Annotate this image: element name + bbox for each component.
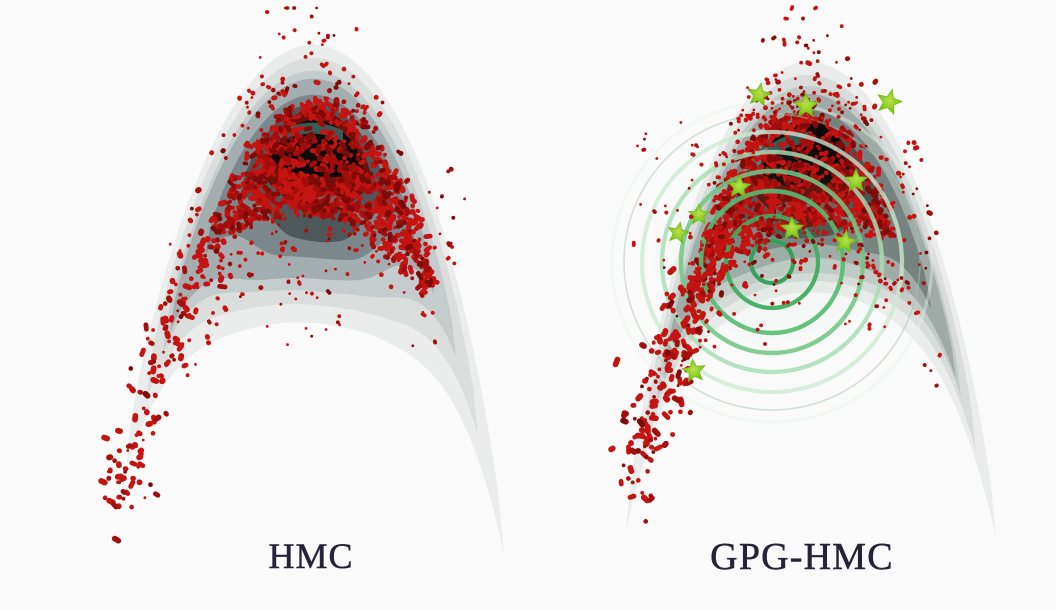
svg-text:GPG-HMC: GPG-HMC (710, 536, 894, 578)
svg-text:HMC: HMC (268, 536, 353, 576)
